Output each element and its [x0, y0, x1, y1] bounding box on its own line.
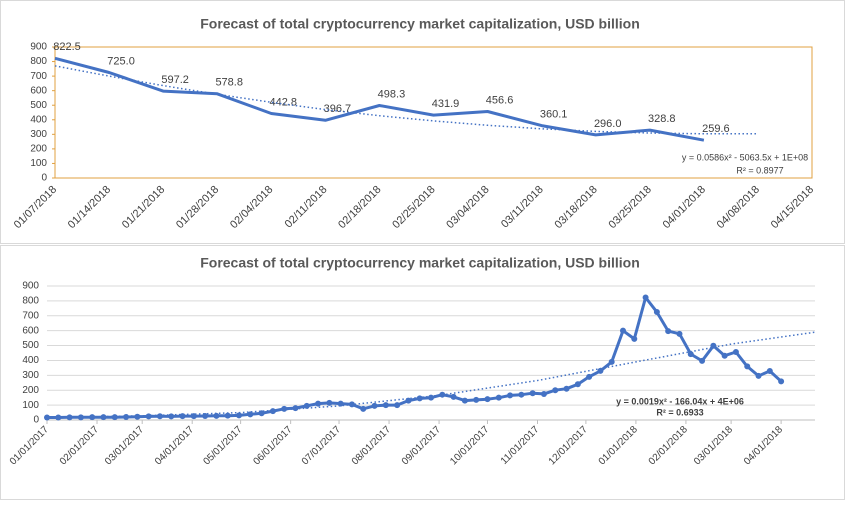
y-tick-label: 100 — [30, 158, 47, 169]
data-point — [66, 414, 73, 421]
data-point — [134, 413, 141, 420]
data-label: 597.2 — [161, 74, 189, 86]
data-point — [416, 395, 423, 402]
data-label: 725.0 — [107, 55, 135, 67]
data-point — [653, 309, 660, 316]
data-label: 431.9 — [432, 98, 460, 110]
y-tick-label: 900 — [30, 42, 47, 53]
data-label: 822.5 — [53, 41, 81, 53]
y-tick-label: 200 — [22, 385, 39, 396]
data-label: 578.8 — [215, 77, 243, 89]
chart-box — [0, 0, 845, 244]
data-point — [721, 352, 728, 359]
data-point — [687, 351, 694, 358]
data-point — [608, 358, 615, 365]
y-tick-label: 400 — [22, 355, 39, 366]
y-tick-label: 300 — [22, 370, 39, 381]
data-point — [699, 357, 706, 364]
data-point — [292, 405, 299, 412]
data-point — [518, 391, 525, 398]
data-label: 498.3 — [378, 88, 406, 100]
data-label: 360.1 — [540, 108, 568, 120]
data-point — [55, 414, 62, 421]
data-point — [732, 349, 739, 356]
y-tick-label: 500 — [30, 100, 47, 111]
data-point — [507, 392, 514, 399]
data-point — [620, 327, 626, 334]
data-point — [213, 412, 220, 419]
y-tick-label: 200 — [30, 144, 47, 155]
data-point — [755, 372, 762, 379]
data-point — [123, 414, 130, 421]
data-point — [563, 385, 570, 392]
data-point — [224, 412, 231, 419]
y-tick-label: 300 — [30, 129, 47, 140]
data-point — [540, 390, 547, 397]
data-point — [111, 414, 118, 421]
data-point — [766, 368, 773, 375]
data-label: 328.8 — [648, 113, 676, 125]
data-point — [450, 393, 457, 400]
data-point — [586, 373, 593, 380]
data-point — [371, 402, 378, 409]
chart-title: Forecast of total cryptocurrency market … — [200, 16, 640, 32]
data-point — [461, 397, 468, 404]
trend-line — [46, 331, 816, 419]
data-label: 296.0 — [594, 118, 622, 130]
annotation: R² = 0.8977 — [736, 165, 783, 175]
y-tick-label: 100 — [22, 400, 39, 411]
data-point — [642, 294, 649, 301]
data-point — [168, 413, 175, 420]
y-tick-label: 700 — [30, 71, 47, 82]
data-point — [676, 330, 683, 337]
annotation: y = 0.0586x² - 5063.5x + 1E+08 — [682, 152, 808, 162]
data-point — [778, 378, 785, 385]
annotation: R² = 0.6933 — [656, 407, 703, 417]
y-tick-label: 700 — [22, 310, 39, 321]
data-point — [631, 335, 638, 342]
data-point — [744, 363, 751, 370]
data-point — [484, 396, 491, 403]
y-tick-label: 0 — [33, 415, 39, 426]
data-point — [360, 405, 367, 412]
y-tick-label: 800 — [22, 296, 39, 307]
data-point — [394, 402, 401, 409]
data-point — [247, 411, 254, 418]
y-tick-label: 900 — [22, 281, 39, 292]
data-point — [574, 381, 581, 388]
plot-frame — [54, 46, 813, 179]
y-tick-label: 800 — [30, 56, 47, 67]
data-label: 442.8 — [270, 96, 298, 108]
data-point — [529, 390, 536, 397]
data-point — [382, 402, 389, 409]
y-tick-label: 600 — [30, 85, 47, 96]
data-point — [281, 405, 288, 412]
data-point — [428, 394, 434, 401]
y-tick-label: 0 — [41, 173, 47, 184]
y-tick-label: 400 — [30, 114, 47, 125]
data-point — [77, 414, 84, 421]
data-point — [326, 399, 333, 406]
data-point — [269, 408, 276, 415]
data-point — [315, 400, 322, 407]
data-point — [337, 400, 344, 407]
annotation: y = 0.0019x² - 166.04x + 4E+06 — [616, 396, 744, 406]
data-point — [303, 402, 310, 409]
data-label: 456.6 — [486, 94, 514, 106]
y-tick-label: 600 — [22, 325, 39, 336]
data-point — [495, 394, 502, 401]
data-point — [236, 412, 242, 419]
data-line — [54, 56, 705, 142]
y-tick-label: 500 — [22, 340, 39, 351]
data-point — [156, 413, 163, 420]
data-point — [597, 367, 604, 374]
data-point — [665, 328, 672, 335]
chart-title: Forecast of total cryptocurrency market … — [200, 255, 640, 271]
data-label: 259.6 — [702, 123, 730, 135]
data-point — [473, 396, 480, 403]
data-point — [552, 387, 559, 394]
data-point — [145, 413, 152, 420]
chart-box — [0, 245, 845, 500]
